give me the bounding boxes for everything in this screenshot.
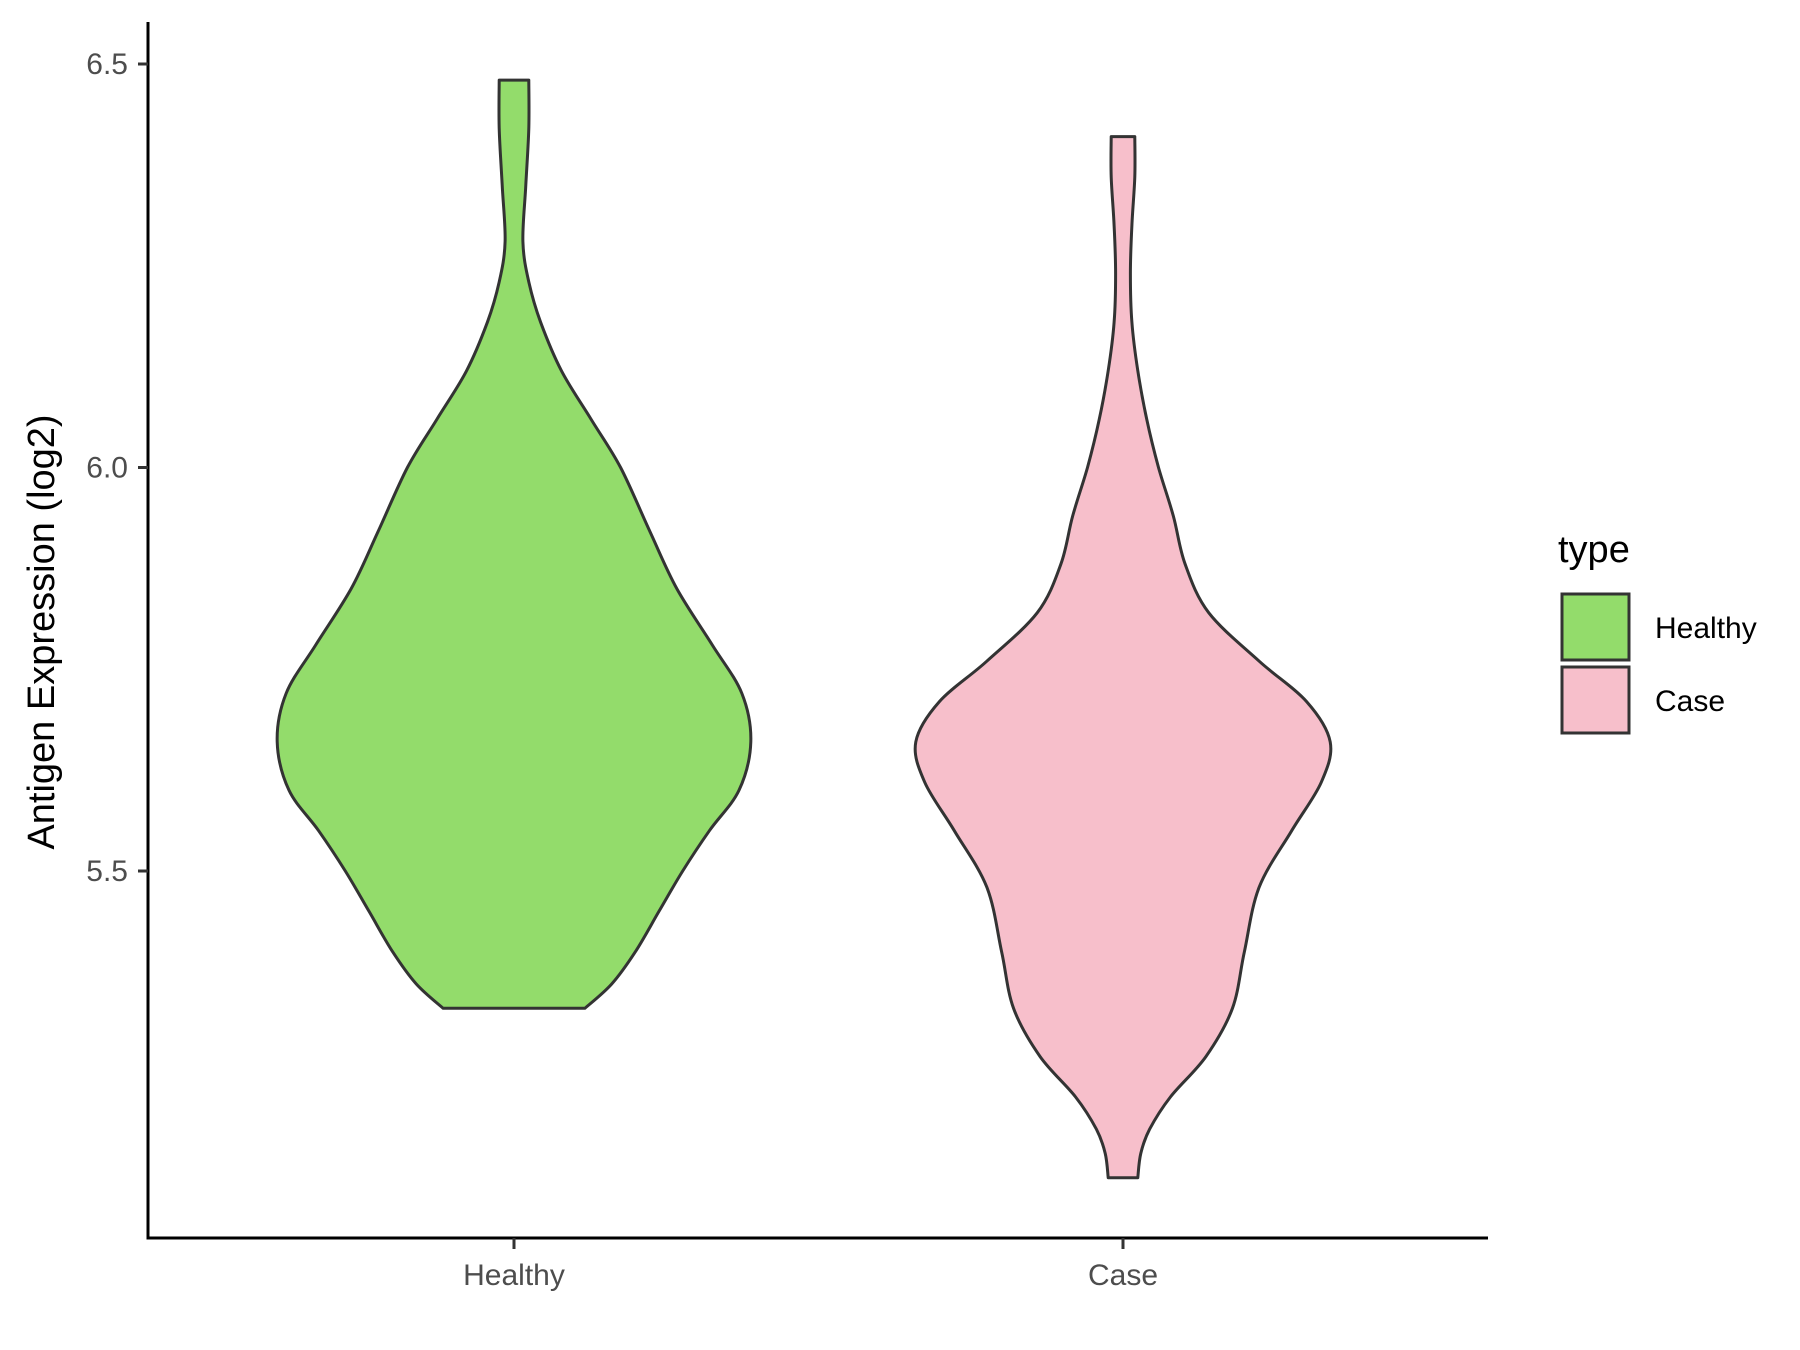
legend-items: Healthy Case	[1560, 592, 1757, 735]
violin-layer	[275, 78, 1333, 1180]
x-tick-label: Case	[1088, 1259, 1158, 1292]
legend-swatch-case	[1560, 665, 1631, 735]
y-tick-label: 6.0	[86, 452, 128, 485]
x-tick-label: Healthy	[463, 1259, 565, 1292]
violin-healthy	[275, 78, 753, 1010]
legend-title: type	[1558, 529, 1630, 571]
axes	[146, 22, 1488, 1240]
legend-label-healthy: Healthy	[1655, 612, 1757, 645]
legend-label-case: Case	[1655, 685, 1725, 718]
y-tick-label: 6.5	[86, 48, 128, 81]
y-axis-title: Antigen Expression (log2)	[21, 414, 63, 849]
x-ticks: Healthy Case	[463, 1238, 1158, 1292]
legend: type Healthy Case	[1558, 529, 1757, 735]
legend-swatch-healthy	[1560, 592, 1631, 662]
y-tick-label: 5.5	[86, 855, 128, 888]
violin-case	[913, 135, 1333, 1180]
y-ticks: 5.5 6.0 6.5	[86, 48, 148, 888]
